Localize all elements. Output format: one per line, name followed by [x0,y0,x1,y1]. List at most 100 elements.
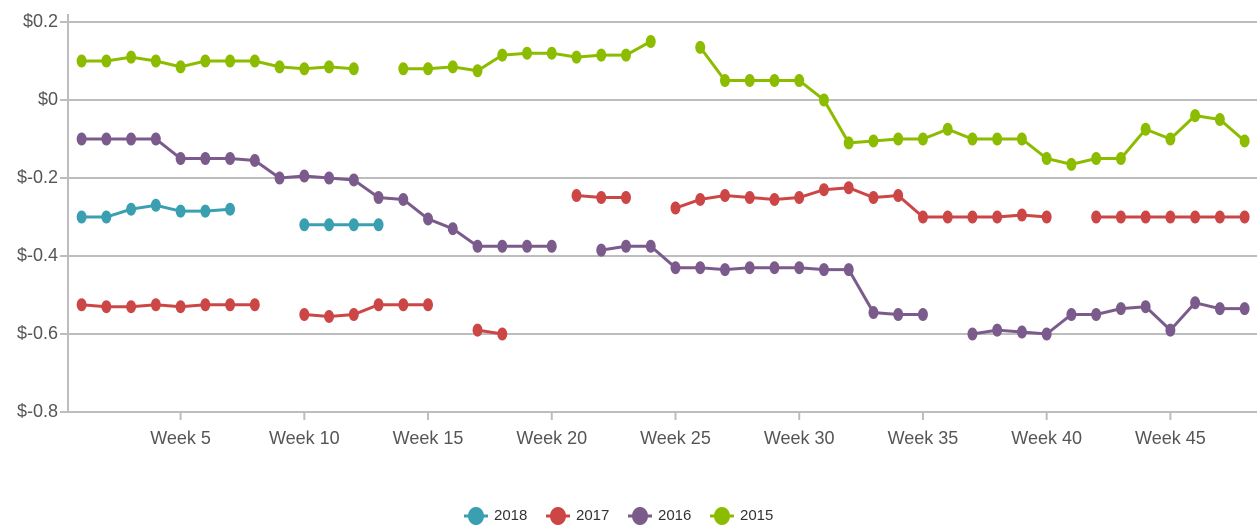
data-point [249,153,260,167]
data-point [423,62,434,76]
data-point [101,54,112,68]
data-point [249,298,260,312]
legend-marker [468,507,484,525]
data-point [472,64,483,78]
data-point [1115,210,1126,224]
data-point [225,202,236,216]
data-point [1239,210,1250,224]
data-point [150,132,161,146]
data-point [472,239,483,253]
data-point [992,210,1003,224]
data-point [1190,109,1201,123]
data-point [497,327,508,341]
data-point [324,60,335,74]
data-point [423,298,434,312]
data-point [546,239,557,253]
data-point [150,298,161,312]
data-point [719,189,730,203]
data-point [1066,308,1077,321]
x-tick-label: Week 15 [393,428,464,448]
x-tick-label: Week 25 [640,428,711,448]
data-point [1165,210,1176,224]
data-point [348,308,359,321]
data-point [744,261,755,275]
data-point [1190,296,1201,310]
data-point [596,48,607,62]
data-point [621,239,632,253]
data-point [1115,152,1126,165]
data-point [893,189,904,203]
data-point [175,60,186,74]
data-point [200,152,211,165]
data-point [249,54,260,68]
data-point [497,48,508,62]
data-point [1016,325,1027,339]
data-point [744,74,755,87]
data-point [571,189,582,203]
data-point [101,132,112,146]
data-point [1016,132,1027,146]
data-point [868,134,879,148]
data-point [1239,134,1250,148]
x-tick-label: Week 30 [764,428,835,448]
data-point [769,74,780,87]
data-point [645,35,656,48]
data-point [794,74,805,87]
data-point [522,239,533,253]
legend: 2018 2017 2016 2015 [464,507,773,525]
y-tick-label: $0.2 [23,11,58,31]
data-point [447,222,458,236]
x-tick-label: Week 40 [1011,428,1082,448]
data-point [76,298,87,312]
data-point [571,50,582,64]
data-point [1214,113,1225,126]
data-point [695,261,706,275]
data-point [126,50,137,64]
data-point [1165,323,1176,337]
data-point [695,192,706,206]
data-point [992,132,1003,146]
data-point [299,308,310,321]
data-point [225,298,236,312]
data-point [868,306,879,320]
data-point [942,122,953,136]
data-point [1214,302,1225,316]
data-point [769,192,780,206]
data-point [719,74,730,87]
data-point [324,309,335,323]
data-point [1041,152,1052,165]
data-point [967,132,978,146]
data-point [348,218,359,232]
data-point [1091,210,1102,224]
data-point [200,204,211,218]
data-point [1041,327,1052,341]
data-point [794,261,805,275]
data-point [596,243,607,257]
data-point [398,62,409,76]
data-point [522,46,533,60]
y-tick-label: $-0.6 [17,323,58,343]
data-point [893,132,904,146]
data-point [76,132,87,146]
data-point [150,198,161,212]
x-tick-label: Week 45 [1135,428,1206,448]
legend-marker [632,507,648,525]
data-point [1165,132,1176,146]
x-tick-label: Week 20 [516,428,587,448]
data-point [1066,157,1077,171]
data-point [596,191,607,204]
data-point [621,48,632,62]
y-tick-label: $-0.2 [17,167,58,187]
data-point [992,323,1003,337]
data-point [447,60,458,74]
data-point [917,132,928,146]
data-point [423,212,434,226]
data-point [818,263,829,277]
data-point [893,308,904,321]
data-point [917,308,928,321]
data-point [843,136,854,150]
legend-label: 2016 [658,507,691,524]
data-point [621,191,632,204]
data-point [1239,302,1250,316]
